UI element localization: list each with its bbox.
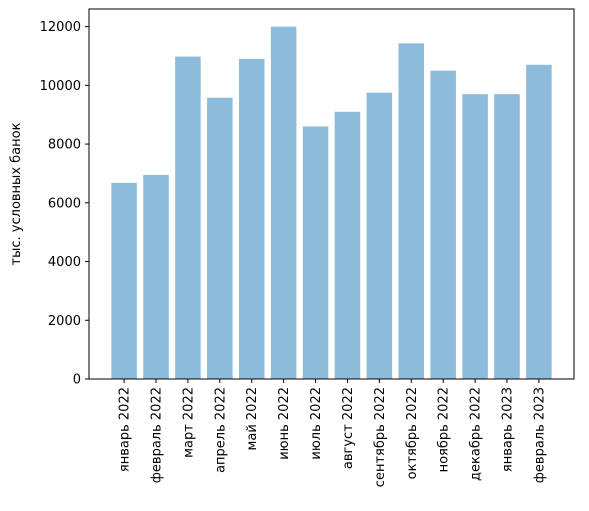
x-tick-label: январь 2023 bbox=[500, 387, 515, 472]
x-tick-label: январь 2022 bbox=[118, 387, 133, 472]
x-tick-label: февраль 2022 bbox=[150, 387, 165, 483]
bar bbox=[302, 126, 329, 379]
x-tick-label: сентябрь 2022 bbox=[373, 387, 388, 487]
x-tick-label: август 2022 bbox=[341, 387, 356, 469]
y-axis-label: тыс. условных банок bbox=[9, 122, 24, 265]
y-tick-label: 6000 bbox=[48, 196, 81, 211]
y-tick-label: 10000 bbox=[40, 79, 81, 94]
y-tick-label: 2000 bbox=[48, 314, 81, 329]
bar bbox=[143, 174, 169, 379]
bar bbox=[398, 43, 425, 379]
x-tick-label: июль 2022 bbox=[309, 387, 324, 460]
x-tick-label: февраль 2023 bbox=[532, 387, 547, 483]
bar bbox=[430, 70, 456, 380]
bar bbox=[270, 26, 297, 379]
plot-frame bbox=[88, 8, 575, 380]
bar bbox=[334, 111, 361, 380]
y-tick-label: 12000 bbox=[40, 20, 81, 35]
bar bbox=[207, 97, 233, 379]
bar bbox=[111, 182, 137, 379]
bars-layer bbox=[111, 26, 552, 380]
bar bbox=[175, 56, 201, 379]
x-axis: январь 2022 февраль 2022 март 2022 апрель 2… bbox=[118, 379, 547, 487]
y-axis: 0 2000 4000 6000 8000 10000 12000 bbox=[40, 20, 89, 388]
x-tick-label: ноябрь 2022 bbox=[437, 387, 452, 472]
y-tick-label: 8000 bbox=[48, 138, 81, 153]
x-tick-label: май 2022 bbox=[245, 387, 260, 450]
x-tick-label: декабрь 2022 bbox=[469, 387, 484, 481]
y-tick-label: 0 bbox=[73, 373, 81, 388]
bar bbox=[462, 94, 488, 380]
bar bbox=[238, 58, 265, 380]
bar bbox=[494, 94, 520, 380]
bar bbox=[526, 64, 552, 380]
x-tick-label: апрель 2022 bbox=[213, 387, 228, 473]
bar bbox=[366, 92, 393, 379]
x-tick-label: март 2022 bbox=[181, 387, 196, 458]
y-tick-label: 4000 bbox=[48, 255, 81, 270]
x-tick-label: июнь 2022 bbox=[277, 387, 292, 460]
x-tick-label: октябрь 2022 bbox=[405, 387, 420, 479]
